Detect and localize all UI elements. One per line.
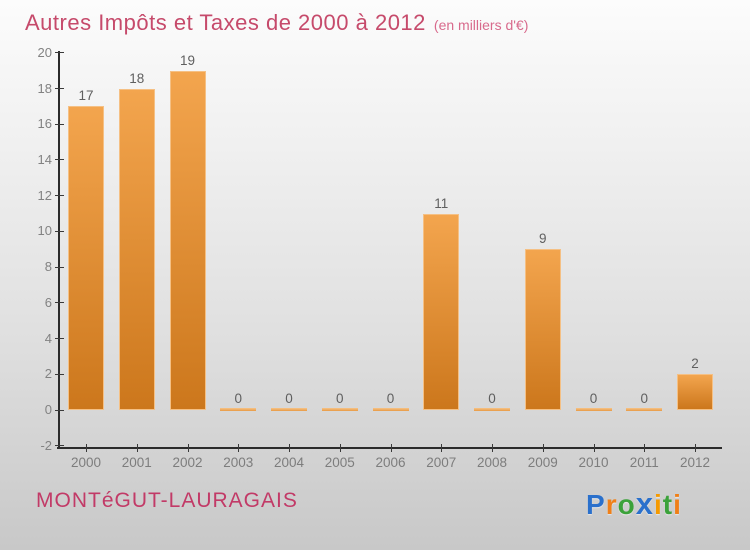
logo-letter-t5: t: [662, 489, 674, 520]
logo-letter-r1: r: [605, 489, 618, 520]
x-tick-label-2010: 2010: [578, 455, 609, 470]
y-tick: [55, 195, 64, 197]
y-tick: [55, 230, 64, 232]
bar-2011: [626, 408, 663, 411]
x-tick-2004: [289, 444, 290, 452]
bar-2009: [524, 249, 561, 410]
x-tick-2000: [86, 444, 87, 452]
chart-title: Autres Impôts et Taxes de 2000 à 2012: [25, 10, 426, 35]
x-tick-2006: [390, 444, 392, 452]
bar-value-label-2003: 0: [234, 391, 242, 406]
logo-letter-P0: P: [586, 489, 606, 520]
y-tick: [55, 159, 64, 161]
x-tick-2009: [542, 444, 544, 452]
x-tick-2011: [644, 444, 646, 452]
bar-2008: [474, 408, 510, 411]
bar-value-label-2004: 0: [285, 391, 293, 406]
bar-value-label-2012: 2: [691, 356, 699, 372]
bar-2002: [169, 70, 206, 410]
bar-value-label-2006: 0: [386, 391, 395, 406]
x-tick-2007: [441, 444, 443, 452]
logo-letter-i6: i: [673, 489, 682, 520]
y-tick: [55, 373, 64, 375]
x-tick-label-2012: 2012: [679, 455, 711, 470]
y-tick: [55, 302, 64, 304]
bar-value-label-2001: 18: [129, 70, 145, 86]
bar-value-label-2002: 19: [179, 52, 196, 68]
y-tick-label: 12: [37, 187, 52, 203]
bar-2005: [321, 408, 358, 411]
x-tick-2012: [695, 444, 696, 452]
y-tick-label: 2: [44, 366, 52, 382]
y-tick-label: 8: [44, 259, 52, 275]
x-tick-label-2007: 2007: [426, 455, 457, 470]
bar-value-label-2005: 0: [335, 391, 344, 406]
y-tick: [55, 266, 64, 268]
y-tick: [55, 52, 64, 54]
x-tick-label-2004: 2004: [273, 455, 305, 470]
bar-2012: [677, 374, 713, 410]
x-tick-2005: [339, 444, 341, 452]
bar-2007: [423, 213, 460, 410]
x-tick-label-2008: 2008: [476, 455, 508, 470]
y-tick-label: 20: [37, 44, 52, 60]
x-axis-line: [57, 447, 722, 449]
bar-2001: [118, 88, 155, 410]
x-tick-label-2001: 2001: [121, 455, 152, 470]
y-tick-label: 0: [44, 402, 52, 417]
bar-2010: [575, 408, 612, 411]
bar-value-label-2009: 9: [538, 231, 547, 247]
bar-value-label-2008: 0: [488, 391, 496, 406]
x-tick-2001: [136, 444, 138, 452]
bar-2006: [372, 408, 409, 411]
x-tick-label-2002: 2002: [172, 455, 203, 470]
y-tick: [55, 445, 64, 447]
bar-value-label-2011: 0: [640, 391, 648, 406]
y-tick-label: -2: [40, 437, 52, 453]
y-tick: [55, 338, 64, 340]
y-tick-label: 4: [44, 330, 52, 346]
bar-value-label-2007: 11: [434, 195, 449, 211]
chart-subtitle: (en milliers d'€): [433, 17, 529, 33]
x-tick-2003: [238, 444, 240, 452]
y-tick: [55, 123, 64, 125]
bar-value-label-2010: 0: [589, 391, 598, 406]
x-tick-2010: [593, 444, 595, 452]
logo-letter-x: x: [635, 486, 654, 521]
y-tick-label: 6: [44, 294, 52, 310]
y-tick-label: 14: [37, 151, 52, 167]
bar-value-label-2000: 17: [78, 88, 94, 104]
logo-letter-o2: o: [617, 489, 636, 520]
x-tick-label-2005: 2005: [324, 455, 355, 470]
x-tick-label-2000: 2000: [70, 455, 102, 470]
y-axis-line: [58, 51, 60, 449]
y-tick: [55, 409, 64, 411]
x-tick-2002: [187, 444, 189, 452]
x-tick-label-2009: 2009: [527, 455, 558, 470]
bar-2000: [68, 106, 104, 410]
proxiti-logo: Proxiti: [586, 486, 682, 522]
y-tick-label: 18: [37, 80, 52, 96]
bar-2003: [220, 408, 257, 411]
x-tick-label-2011: 2011: [629, 455, 659, 470]
bar-2004: [271, 408, 307, 411]
x-tick-label-2006: 2006: [375, 455, 406, 470]
commune-name: MONTéGUT-LAURAGAIS: [36, 489, 298, 512]
y-tick-label: 10: [37, 223, 52, 239]
x-tick-label-2003: 2003: [223, 455, 254, 470]
logo-letter-i4: i: [653, 489, 663, 520]
x-tick-2008: [492, 444, 493, 452]
y-tick: [55, 88, 64, 90]
chart-header: Autres Impôts et Taxes de 2000 à 2012 (en…: [25, 10, 528, 36]
y-tick-label: 16: [37, 116, 52, 132]
